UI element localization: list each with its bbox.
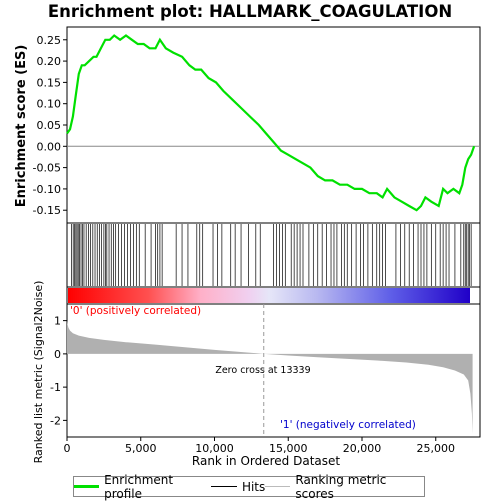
legend-hits-label: Hits: [241, 479, 266, 494]
es-y-tick-label: 0.10: [37, 98, 62, 111]
es-y-tick-label: 0.20: [37, 55, 62, 68]
legend-item-metric: Ranking metric scores: [265, 473, 424, 501]
metric-y-label: Ranked list metric (Signal2Noise): [32, 281, 45, 464]
es-y-tick-label: 0.15: [37, 76, 62, 89]
legend: Enrichment profile Hits Ranking metric s…: [73, 473, 425, 501]
x-tick-label: 0: [64, 442, 71, 455]
es-y-tick-label: -0.15: [33, 204, 61, 217]
hits-line-swatch-icon: [210, 486, 237, 487]
es-line-swatch-icon: [74, 485, 100, 488]
x-tick-label: 10,000: [195, 442, 234, 455]
legend-item-es: Enrichment profile: [74, 473, 211, 501]
rank-colorbar: [68, 288, 470, 303]
legend-metric-label: Ranking metric scores: [295, 472, 387, 501]
legend-item-hits: Hits: [210, 479, 266, 494]
chart-title: Enrichment plot: HALLMARK_COAGULATION: [48, 2, 452, 21]
x-tick-label: 15,000: [269, 442, 308, 455]
x-tick-label: 20,000: [343, 442, 382, 455]
es-y-axis: -0.15 -0.10 -0.05 0.00 0.05 0.10 0.15 0.20 0.25: [33, 34, 67, 217]
legend-es-label: Enrichment profile: [104, 472, 174, 501]
metric-area: [67, 320, 473, 434]
es-panel-frame: [66, 26, 481, 224]
es-curve-line: [66, 34, 476, 212]
hit-marks-group: [71, 224, 472, 286]
es-y-label: Enrichment score (ES): [14, 45, 29, 208]
x-tick-label: 5,000: [125, 442, 157, 455]
positive-correlation-label: '0' (positively correlated): [70, 305, 201, 317]
x-tick-label: 25,000: [417, 442, 456, 455]
metric-line-swatch-icon: [265, 486, 291, 487]
metric-y-tick-label: 1: [54, 315, 61, 328]
metric-y-tick-label: -1: [50, 381, 61, 394]
es-y-tick-label: -0.10: [33, 183, 61, 196]
es-y-tick-label: -0.05: [33, 162, 61, 175]
metric-y-axis: -2 -1 0 1: [50, 315, 67, 427]
zero-cross-label: Zero cross at 13339: [215, 365, 310, 376]
rank-x-axis: 0 5,000 10,000 15,000 20,000 25,000: [64, 437, 456, 455]
metric-y-tick-label: -2: [50, 414, 61, 427]
negative-correlation-label: '1' (negatively correlated): [280, 419, 416, 431]
metric-area-group: [67, 320, 473, 434]
es-y-tick-label: 0.00: [37, 140, 62, 153]
es-y-tick-label: 0.05: [37, 119, 62, 132]
metric-y-tick-label: 0: [54, 348, 61, 361]
metric-panel-frame: [66, 303, 481, 438]
es-y-tick-label: 0.25: [37, 34, 62, 47]
x-axis-label: Rank in Ordered Dataset: [192, 454, 340, 468]
es-curve-group: [66, 34, 476, 212]
